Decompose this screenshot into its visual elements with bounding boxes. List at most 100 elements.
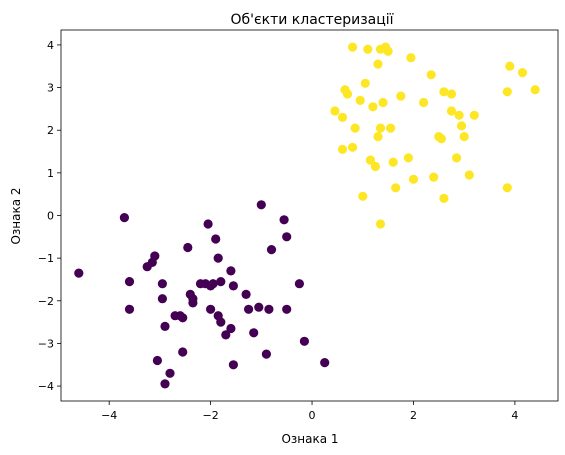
- data-point-s0-27: [211, 234, 221, 244]
- data-point-s0-39: [249, 328, 259, 338]
- data-point-s1-23: [386, 123, 396, 133]
- data-point-s1-38: [446, 106, 457, 116]
- data-point-s0-44: [266, 245, 277, 255]
- data-point-s1-36: [439, 193, 449, 203]
- data-point-s0-36: [228, 281, 238, 291]
- data-point-s1-40: [454, 110, 464, 120]
- x-tick-label: −4: [101, 409, 117, 422]
- plot-frame: [60, 29, 559, 402]
- x-axis-label: Ознака 1: [281, 432, 338, 446]
- data-point-s1-26: [396, 91, 406, 101]
- y-axis-label: Ознака 2: [9, 187, 23, 244]
- data-point-s1-22: [383, 46, 393, 56]
- data-point-s1-1: [337, 112, 348, 122]
- data-point-s0-32: [221, 330, 231, 340]
- data-point-s1-2: [337, 144, 348, 154]
- data-point-s1-8: [355, 95, 365, 105]
- data-point-s1-27: [403, 153, 413, 163]
- y-axis-ticks: −4 −3 −2 −1 0 1 2 3 4: [38, 39, 61, 393]
- y-tick-label: 3: [47, 82, 54, 95]
- y-tick-label: 2: [47, 124, 54, 137]
- data-point-s1-25: [391, 183, 401, 193]
- data-point-s1-14: [370, 161, 380, 172]
- data-point-s1-15: [373, 59, 383, 69]
- data-point-s1-49: [530, 85, 540, 95]
- data-point-s0-10: [160, 321, 170, 331]
- data-point-s1-39: [452, 153, 462, 163]
- data-point-s0-42: [261, 349, 271, 359]
- data-point-s1-16: [373, 132, 383, 142]
- data-point-s1-28: [406, 53, 416, 63]
- data-point-s0-31: [216, 277, 226, 287]
- data-point-s0-2: [124, 277, 135, 287]
- data-point-s1-34: [436, 134, 446, 144]
- data-point-s0-8: [157, 294, 167, 304]
- data-point-s1-47: [502, 183, 512, 193]
- data-point-s0-11: [160, 379, 170, 389]
- data-point-s1-45: [505, 61, 515, 71]
- x-tick-label: 4: [511, 409, 518, 422]
- data-point-s0-7: [152, 355, 162, 366]
- data-point-s0-20: [188, 294, 198, 304]
- data-point-s0-6: [150, 251, 160, 261]
- data-point-s1-44: [469, 110, 479, 120]
- data-point-s1-10: [360, 78, 370, 88]
- y-tick-label: 0: [47, 210, 54, 223]
- data-point-s1-9: [358, 191, 368, 201]
- x-tick-label: −2: [202, 409, 218, 422]
- data-point-s1-32: [429, 172, 439, 182]
- y-tick-label: 4: [47, 39, 54, 52]
- data-point-s1-13: [368, 102, 378, 112]
- data-point-s0-48: [294, 279, 304, 289]
- data-point-s1-24: [388, 157, 398, 167]
- data-point-s1-31: [426, 70, 436, 80]
- data-point-s1-12: [365, 155, 375, 165]
- data-point-s1-6: [350, 123, 360, 133]
- data-point-s1-4: [342, 89, 353, 99]
- data-point-s0-25: [206, 304, 216, 314]
- data-point-s0-41: [256, 200, 266, 210]
- data-point-s1-5: [348, 42, 358, 52]
- data-point-s1-37: [446, 89, 457, 99]
- y-tick-label: −1: [38, 252, 54, 265]
- data-point-s1-35: [439, 87, 449, 97]
- data-point-s0-28: [213, 253, 223, 263]
- data-point-s0-16: [178, 347, 188, 357]
- data-point-s0-47: [282, 304, 292, 314]
- data-point-s0-37: [241, 289, 251, 299]
- data-point-s0-38: [244, 304, 254, 314]
- data-point-s0-33: [226, 266, 236, 276]
- y-tick-label: −2: [38, 295, 54, 308]
- data-point-s0-45: [279, 215, 289, 225]
- data-point-s1-30: [419, 97, 429, 108]
- data-point-s1-46: [502, 87, 512, 97]
- data-point-s0-40: [254, 302, 264, 312]
- data-point-s1-41: [457, 121, 467, 131]
- data-point-s0-50: [320, 358, 330, 368]
- data-point-s1-20: [375, 219, 386, 229]
- data-point-s1-0: [330, 106, 340, 116]
- data-point-s0-1: [119, 213, 129, 223]
- data-point-s0-12: [165, 368, 175, 378]
- y-tick-label: −3: [38, 337, 54, 350]
- data-point-s1-7: [348, 142, 358, 152]
- data-point-s1-11: [363, 44, 373, 54]
- data-point-s1-42: [459, 132, 469, 142]
- data-point-s0-9: [157, 279, 167, 289]
- data-point-s0-43: [264, 304, 274, 314]
- data-point-s1-43: [464, 170, 474, 180]
- data-point-s0-30: [216, 317, 226, 327]
- x-axis-ticks: −4 −2 0 2 4: [101, 401, 518, 422]
- data-point-s0-34: [226, 323, 236, 334]
- x-tick-label: 0: [309, 409, 316, 422]
- data-point-s1-48: [517, 68, 528, 78]
- data-point-s0-3: [124, 304, 135, 314]
- data-point-s1-19: [378, 97, 388, 108]
- data-point-s0-35: [228, 360, 238, 370]
- data-point-s0-15: [178, 313, 188, 323]
- data-point-s0-0: [74, 268, 84, 278]
- data-points: [74, 42, 540, 389]
- chart-title: Об'єкти кластеризації: [230, 12, 393, 28]
- x-tick-label: 2: [410, 409, 417, 422]
